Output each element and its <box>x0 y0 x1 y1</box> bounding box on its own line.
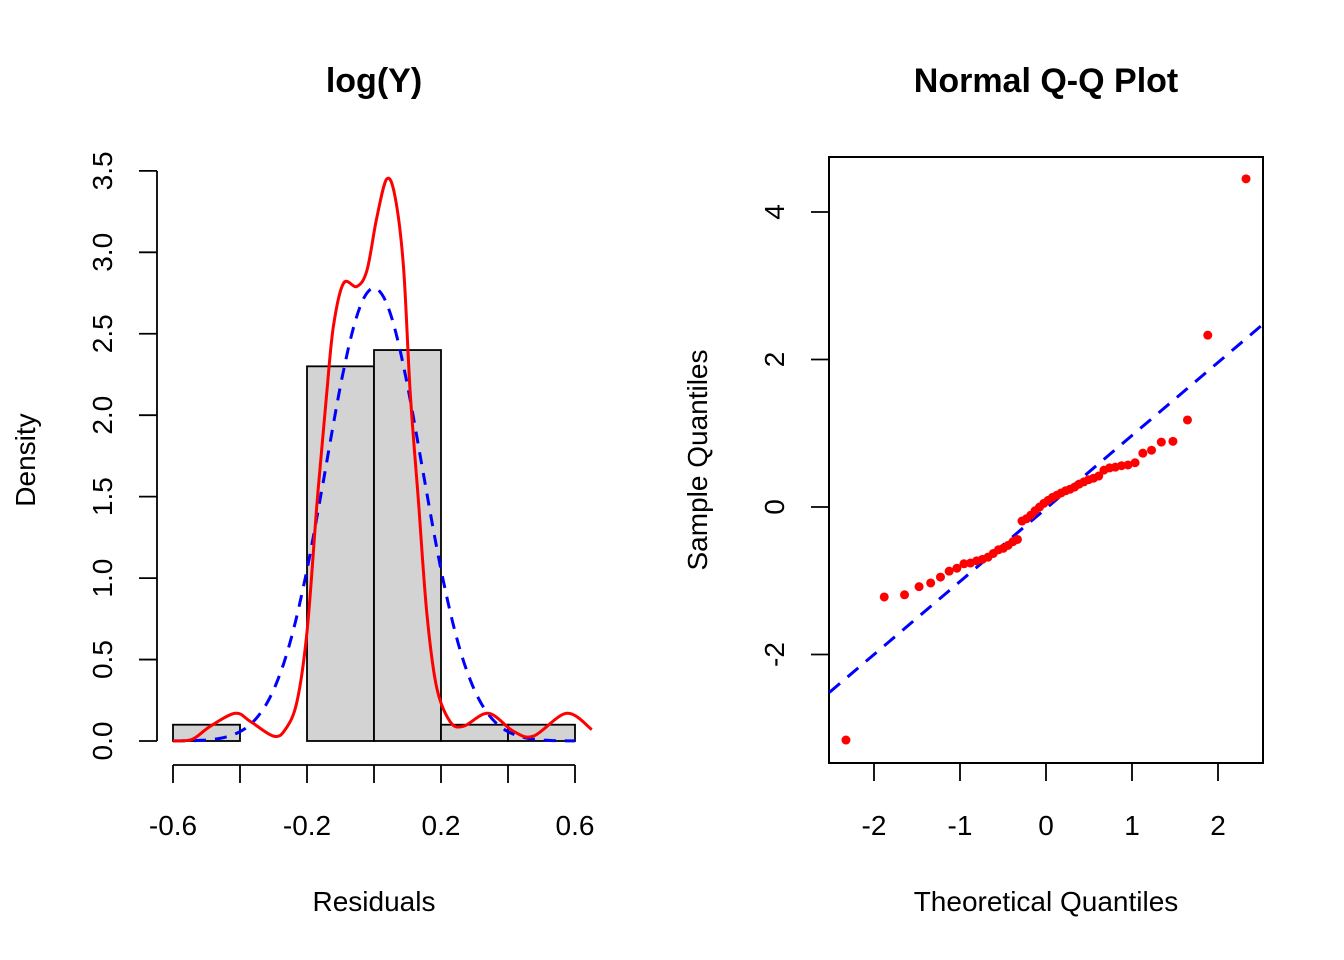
x-tick-label: 0 <box>1038 810 1054 841</box>
qq-title: Normal Q-Q Plot <box>914 62 1178 100</box>
histogram-y-label: Density <box>10 413 41 506</box>
qq-point <box>1168 436 1178 446</box>
qq-point <box>952 563 962 573</box>
histogram-bar <box>440 723 509 742</box>
normal-density-curve <box>173 286 575 743</box>
x-tick-label: -0.2 <box>283 810 331 841</box>
y-tick-label: 1.5 <box>87 477 118 516</box>
qq-y-label: Sample Quantiles <box>682 349 713 570</box>
qq-point <box>944 566 954 576</box>
qq-point <box>1182 415 1192 425</box>
qq-point <box>959 559 969 569</box>
qq-panel: Normal Q-Q Plot Theoretical Quantiles Sa… <box>682 62 1264 917</box>
qq-point <box>1117 461 1127 471</box>
qq-point <box>1203 330 1213 340</box>
kernel-density-curve <box>172 176 593 743</box>
x-tick-label: 0.6 <box>556 810 595 841</box>
y-tick-label: 3.5 <box>87 151 118 190</box>
qq-point <box>914 582 924 592</box>
qq-plot-box <box>828 156 1264 764</box>
x-tick-label: 1 <box>1124 810 1140 841</box>
qq-x-label: Theoretical Quantiles <box>914 886 1179 917</box>
qq-point <box>935 572 945 582</box>
histogram-x-label: Residuals <box>313 886 436 917</box>
qq-point <box>1130 458 1140 468</box>
qq-point <box>1241 174 1251 184</box>
qq-point <box>841 735 851 745</box>
y-tick-label: 0.5 <box>87 640 118 679</box>
qq-point <box>879 592 889 602</box>
y-tick-label: 4 <box>759 204 790 220</box>
qq-point <box>900 590 910 600</box>
x-tick-label: -1 <box>948 810 973 841</box>
x-tick-label: -0.6 <box>149 810 197 841</box>
y-tick-label: 3.0 <box>87 233 118 272</box>
histogram-panel: log(Y) Residuals Density 0.0 0.5 1.0 1.5 2.0… <box>10 62 594 917</box>
qq-point <box>1156 437 1166 447</box>
y-tick-label: 2.5 <box>87 314 118 353</box>
qq-point <box>926 578 936 588</box>
qq-point <box>1012 534 1022 544</box>
x-tick-label: 0.2 <box>422 810 461 841</box>
qq-point <box>1123 460 1133 470</box>
y-tick-label: 0 <box>759 499 790 515</box>
y-tick-label: 0.0 <box>87 722 118 761</box>
qq-point <box>1138 448 1148 458</box>
histogram-title: log(Y) <box>326 62 422 100</box>
histogram-bar <box>306 365 375 742</box>
x-tick-label: 2 <box>1210 810 1226 841</box>
y-tick-label: 2 <box>759 352 790 368</box>
qq-point <box>1094 471 1104 481</box>
qq-reference-line <box>829 323 1263 694</box>
histogram-bar <box>373 349 442 742</box>
qq-point <box>1147 445 1157 455</box>
x-tick-label: -2 <box>862 810 887 841</box>
y-tick-label: 2.0 <box>87 396 118 435</box>
y-tick-label: 1.0 <box>87 559 118 598</box>
y-tick-label: -2 <box>759 642 790 667</box>
